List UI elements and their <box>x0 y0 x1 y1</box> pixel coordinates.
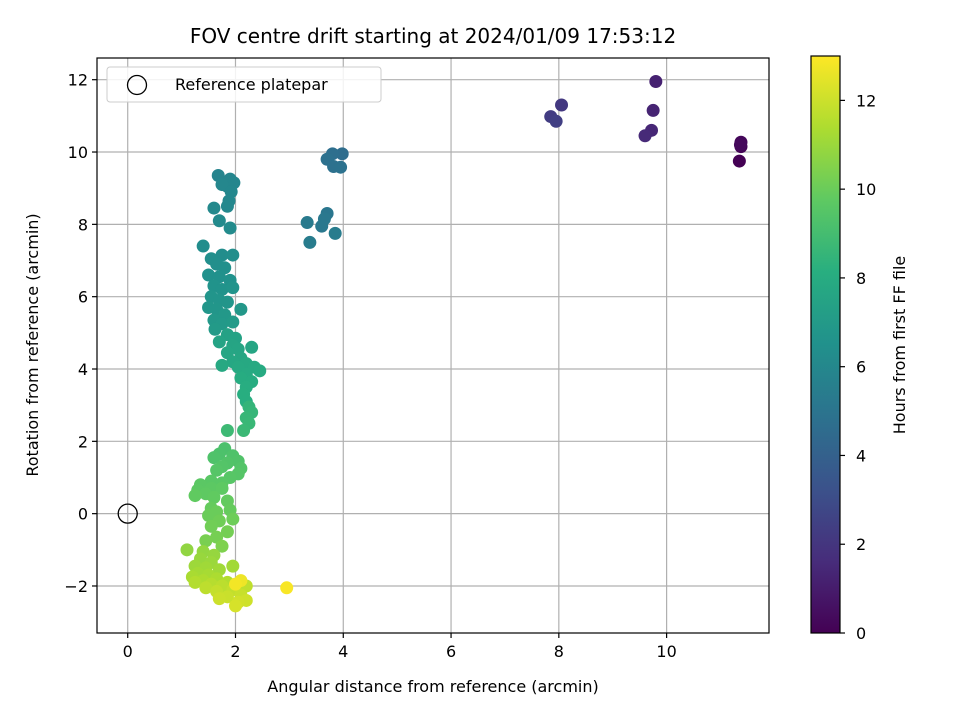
colorbar-tick-label: 8 <box>856 269 866 288</box>
legend-box <box>106 66 382 103</box>
colorbar-ticks: 0 2 4 6 8 10 12 <box>840 91 876 643</box>
colorbar-tick-label: 2 <box>856 535 866 554</box>
colorbar-tick-label: 6 <box>856 358 866 377</box>
data-point <box>199 581 213 595</box>
y-tick-label: 0 <box>78 505 88 524</box>
grid <box>97 58 769 633</box>
data-point <box>207 451 221 465</box>
data-point <box>215 282 229 296</box>
data-point <box>733 138 747 152</box>
data-point <box>204 519 218 533</box>
data-point <box>555 98 569 112</box>
data-point <box>638 129 652 143</box>
legend-marker-icon <box>126 74 148 96</box>
chart-title: FOV centre drift starting at 2024/01/09 … <box>190 24 676 48</box>
plot-frame <box>96 57 770 634</box>
data-point <box>334 160 348 174</box>
data-point <box>220 423 234 437</box>
data-points <box>117 75 748 613</box>
data-point <box>212 335 226 349</box>
data-point <box>245 340 259 354</box>
y-tick-label: 8 <box>78 215 88 234</box>
data-point <box>226 512 240 526</box>
colorbar-tick-label: 12 <box>856 91 876 110</box>
x-axis: 0 2 4 6 8 10 <box>123 633 677 661</box>
data-point <box>220 295 234 309</box>
y-tick-label: −2 <box>64 577 88 596</box>
data-point <box>300 216 314 230</box>
data-point <box>215 481 229 495</box>
data-point <box>202 508 216 522</box>
data-point <box>732 154 746 168</box>
y-tick-label: 2 <box>78 432 88 451</box>
data-point <box>226 559 240 573</box>
x-tick-label: 6 <box>446 642 456 661</box>
legend: Reference platepar <box>106 66 382 103</box>
y-tick-label: 6 <box>78 288 88 307</box>
data-point <box>303 235 317 249</box>
data-point <box>234 302 248 316</box>
x-tick-label: 8 <box>554 642 564 661</box>
y-tick-label: 4 <box>78 360 88 379</box>
x-tick-label: 2 <box>230 642 240 661</box>
data-point <box>188 489 202 503</box>
y-tick-label: 12 <box>68 71 88 90</box>
data-point <box>226 315 240 329</box>
data-point <box>210 463 224 477</box>
data-point <box>237 423 251 437</box>
data-point <box>199 534 213 548</box>
colorbar-tick-label: 4 <box>856 446 866 465</box>
data-point <box>646 103 660 117</box>
data-point <box>549 114 563 128</box>
data-point <box>228 577 242 591</box>
data-point <box>215 178 229 192</box>
data-point <box>226 248 240 262</box>
y-axis-label: Rotation from reference (arcmin) <box>23 213 42 476</box>
x-tick-label: 10 <box>656 642 676 661</box>
x-axis-label: Angular distance from reference (arcmin) <box>267 677 598 696</box>
data-point <box>220 199 234 213</box>
colorbar: 0 2 4 6 8 10 12 Hours from first FF file <box>810 55 909 643</box>
data-point <box>202 268 216 282</box>
data-point <box>335 147 349 161</box>
data-point <box>280 581 294 595</box>
data-point <box>328 226 342 240</box>
legend-entry: Reference platepar <box>175 75 328 94</box>
data-point <box>188 575 202 589</box>
data-point <box>215 358 229 372</box>
y-axis: −2 0 2 4 6 8 10 12 <box>64 71 97 596</box>
colorbar-label: Hours from first FF file <box>890 256 909 435</box>
data-point <box>215 539 229 553</box>
colorbar-tick-label: 10 <box>856 180 876 199</box>
x-tick-label: 0 <box>123 642 133 661</box>
data-point <box>180 543 194 557</box>
data-point <box>649 75 663 89</box>
colorbar-gradient <box>810 55 841 634</box>
data-point <box>196 239 210 253</box>
data-point <box>253 364 267 378</box>
data-point <box>207 490 221 504</box>
x-tick-label: 4 <box>338 642 348 661</box>
colorbar-tick-label: 0 <box>856 624 866 643</box>
data-point <box>223 221 237 235</box>
y-tick-label: 10 <box>68 143 88 162</box>
data-point <box>315 219 329 233</box>
reference-marker <box>117 503 138 524</box>
data-point <box>226 281 240 295</box>
data-point <box>220 525 234 539</box>
data-point <box>212 592 226 606</box>
data-point <box>228 599 242 613</box>
data-point <box>208 322 222 336</box>
data-point <box>207 201 221 215</box>
data-point <box>212 214 226 228</box>
